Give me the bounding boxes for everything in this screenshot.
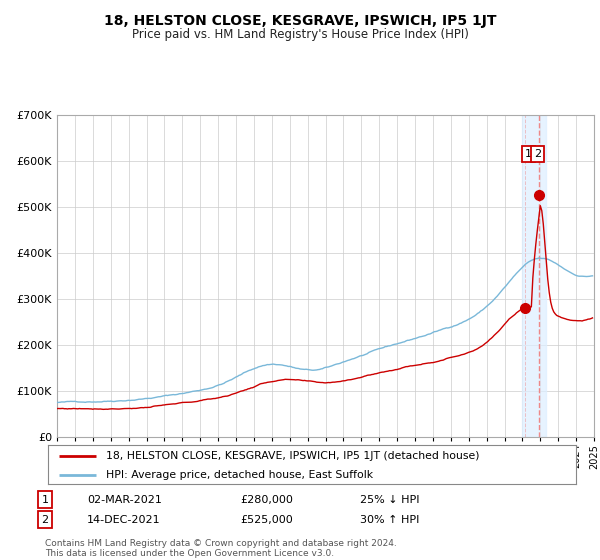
Text: 30% ↑ HPI: 30% ↑ HPI [360,515,419,525]
Text: 25% ↓ HPI: 25% ↓ HPI [360,494,419,505]
Text: 1: 1 [41,494,49,505]
Text: Price paid vs. HM Land Registry's House Price Index (HPI): Price paid vs. HM Land Registry's House … [131,28,469,41]
Text: 18, HELSTON CLOSE, KESGRAVE, IPSWICH, IP5 1JT (detached house): 18, HELSTON CLOSE, KESGRAVE, IPSWICH, IP… [106,451,479,461]
Text: Contains HM Land Registry data © Crown copyright and database right 2024.
This d: Contains HM Land Registry data © Crown c… [45,539,397,558]
Bar [523,115,545,437]
Text: 18, HELSTON CLOSE, KESGRAVE, IPSWICH, IP5 1JT: 18, HELSTON CLOSE, KESGRAVE, IPSWICH, IP… [104,14,496,28]
Text: £525,000: £525,000 [240,515,293,525]
Text: £280,000: £280,000 [240,494,293,505]
Text: 02-MAR-2021: 02-MAR-2021 [87,494,162,505]
Text: 14-DEC-2021: 14-DEC-2021 [87,515,161,525]
Text: 2: 2 [41,515,49,525]
Text: 1: 1 [525,149,532,159]
Text: HPI: Average price, detached house, East Suffolk: HPI: Average price, detached house, East… [106,470,373,479]
Text: 2: 2 [534,149,541,159]
